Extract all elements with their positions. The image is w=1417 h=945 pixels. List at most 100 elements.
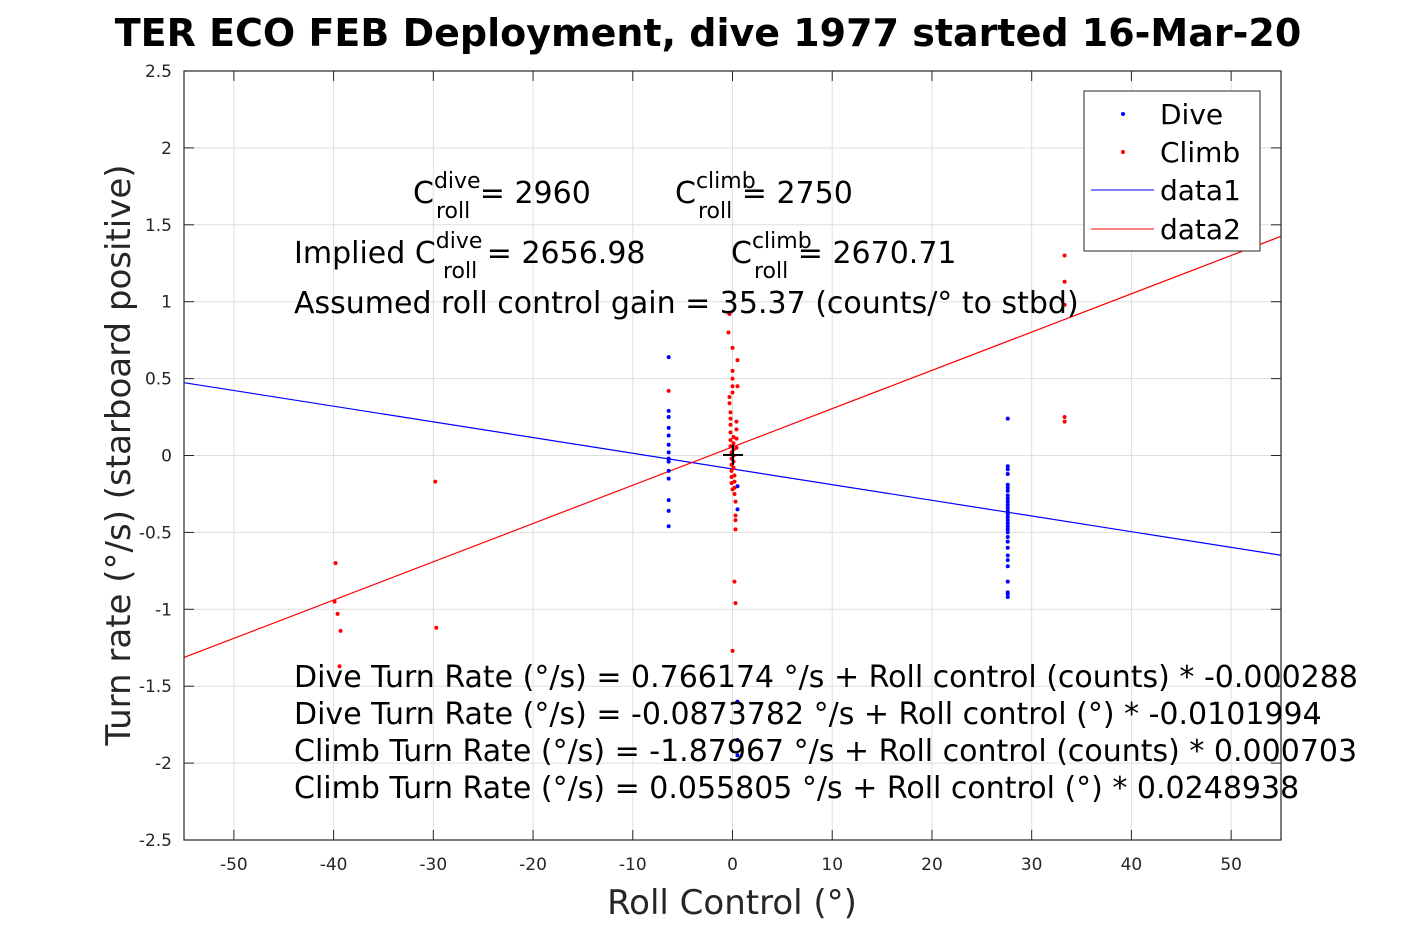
legend: Dive Climb data1 data2 — [1083, 90, 1261, 252]
climb-point — [735, 358, 740, 363]
y-tick-label: 1 — [161, 293, 172, 313]
climb-point — [337, 664, 342, 669]
dive-point — [1005, 524, 1010, 529]
x-tick-label: 20 — [921, 855, 943, 875]
legend-climb-marker — [1121, 150, 1125, 154]
dive-point — [1005, 579, 1010, 584]
annotation-eq4: Climb Turn Rate (°/s) = 0.055805 °/s + R… — [294, 771, 1299, 806]
climb-point — [734, 419, 739, 424]
y-axis-label: Turn rate (°/s) (starboard positive) — [99, 164, 139, 746]
climb-point — [733, 601, 738, 606]
dive-point — [1005, 467, 1010, 472]
climb-point — [728, 410, 733, 415]
y-tick-label: -1 — [155, 600, 172, 620]
dive-point — [666, 524, 671, 529]
annotations: Cdive roll = 2960 Cclimb roll = 2750 Impli… — [294, 169, 1358, 806]
dive-point — [666, 408, 671, 413]
climb-point — [1062, 415, 1067, 420]
dive-point — [735, 738, 740, 743]
climb-point — [733, 527, 738, 532]
dive-point — [1005, 564, 1010, 569]
climb-point — [728, 422, 733, 427]
dive-point — [1005, 591, 1010, 596]
dive-point — [1005, 493, 1010, 498]
legend-box — [1083, 90, 1261, 252]
dive-point — [735, 484, 740, 489]
y-tick-label: 0 — [161, 447, 172, 467]
climb-point — [731, 465, 736, 470]
dive-point — [1005, 527, 1010, 532]
dive-point — [1005, 521, 1010, 526]
climb-point — [727, 312, 732, 317]
climb-point — [733, 518, 738, 523]
origin-marker — [723, 445, 743, 465]
y-tick-label: -1.5 — [139, 677, 172, 697]
dive-point — [1005, 488, 1010, 493]
y-tick-label: 2 — [161, 139, 172, 159]
annotation-implied-dive: Implied Cdive roll = 2656.98 — [294, 229, 646, 284]
dive-point — [1005, 471, 1010, 476]
annotation-implied-climb: Cclimb roll = 2670.71 — [731, 229, 957, 284]
dive-point — [735, 753, 740, 758]
dive-point — [666, 468, 671, 473]
dive-point — [666, 476, 671, 481]
climb-point — [728, 430, 733, 435]
climb-point — [734, 445, 739, 450]
dive-point — [1005, 508, 1010, 513]
climb-point — [434, 625, 439, 630]
climb-point — [733, 499, 738, 504]
climb-point — [729, 468, 734, 473]
data-points — [332, 253, 1067, 758]
climb-point — [1062, 279, 1067, 284]
dive-point — [666, 425, 671, 430]
climb-point — [333, 561, 338, 566]
annotation-eq1: Dive Turn Rate (°/s) = 0.766174 °/s + Ro… — [294, 660, 1358, 695]
climb-point — [732, 491, 737, 496]
dive-point — [666, 498, 671, 503]
climb-point — [727, 395, 732, 400]
climb-point — [734, 427, 739, 432]
dive-point — [1005, 535, 1010, 540]
climb-point — [731, 435, 736, 440]
x-tick-label: -10 — [619, 855, 647, 875]
dive-point — [666, 456, 671, 461]
x-tick-label: 40 — [1121, 855, 1143, 875]
climb-point — [734, 436, 739, 441]
dive-point — [1005, 499, 1010, 504]
y-tick-label: 0.5 — [145, 370, 172, 390]
climb-point — [730, 648, 735, 653]
dive-point — [1005, 539, 1010, 544]
dive-point — [1005, 511, 1010, 516]
climb-point — [730, 368, 735, 373]
annotation-eq2: Dive Turn Rate (°/s) = -0.0873782 °/s + … — [294, 697, 1322, 732]
dive-point — [1005, 505, 1010, 510]
dive-point — [666, 459, 671, 464]
climb-point — [732, 473, 737, 478]
climb-point — [335, 611, 340, 616]
dive-point — [1005, 518, 1010, 523]
climb-point — [728, 416, 733, 421]
dive-point — [666, 442, 671, 447]
climb-point — [730, 345, 735, 350]
y-tick-label: -2.5 — [139, 831, 172, 851]
dive-point — [1005, 515, 1010, 520]
dive-point — [1005, 416, 1010, 421]
climb-point — [332, 599, 337, 604]
climb-point — [730, 384, 735, 389]
climb-point — [726, 330, 731, 335]
climb-point — [1062, 302, 1067, 307]
x-tick-label: 30 — [1021, 855, 1043, 875]
annotation-gain: Assumed roll control gain = 35.37 (count… — [294, 286, 1079, 321]
climb-point — [730, 376, 735, 381]
annotation-c-dive: Cdive roll = 2960 — [413, 169, 591, 224]
dive-point — [1005, 545, 1010, 550]
climb-point — [732, 479, 737, 484]
legend-data1-label: data1 — [1160, 174, 1241, 207]
legend-dive-label: Dive — [1160, 98, 1223, 131]
legend-climb-label: Climb — [1160, 136, 1240, 169]
x-tick-label: 0 — [727, 855, 738, 875]
x-tick-label: 50 — [1220, 855, 1242, 875]
dive-point — [666, 433, 671, 438]
climb-point — [730, 390, 735, 395]
climb-point — [1062, 253, 1067, 258]
